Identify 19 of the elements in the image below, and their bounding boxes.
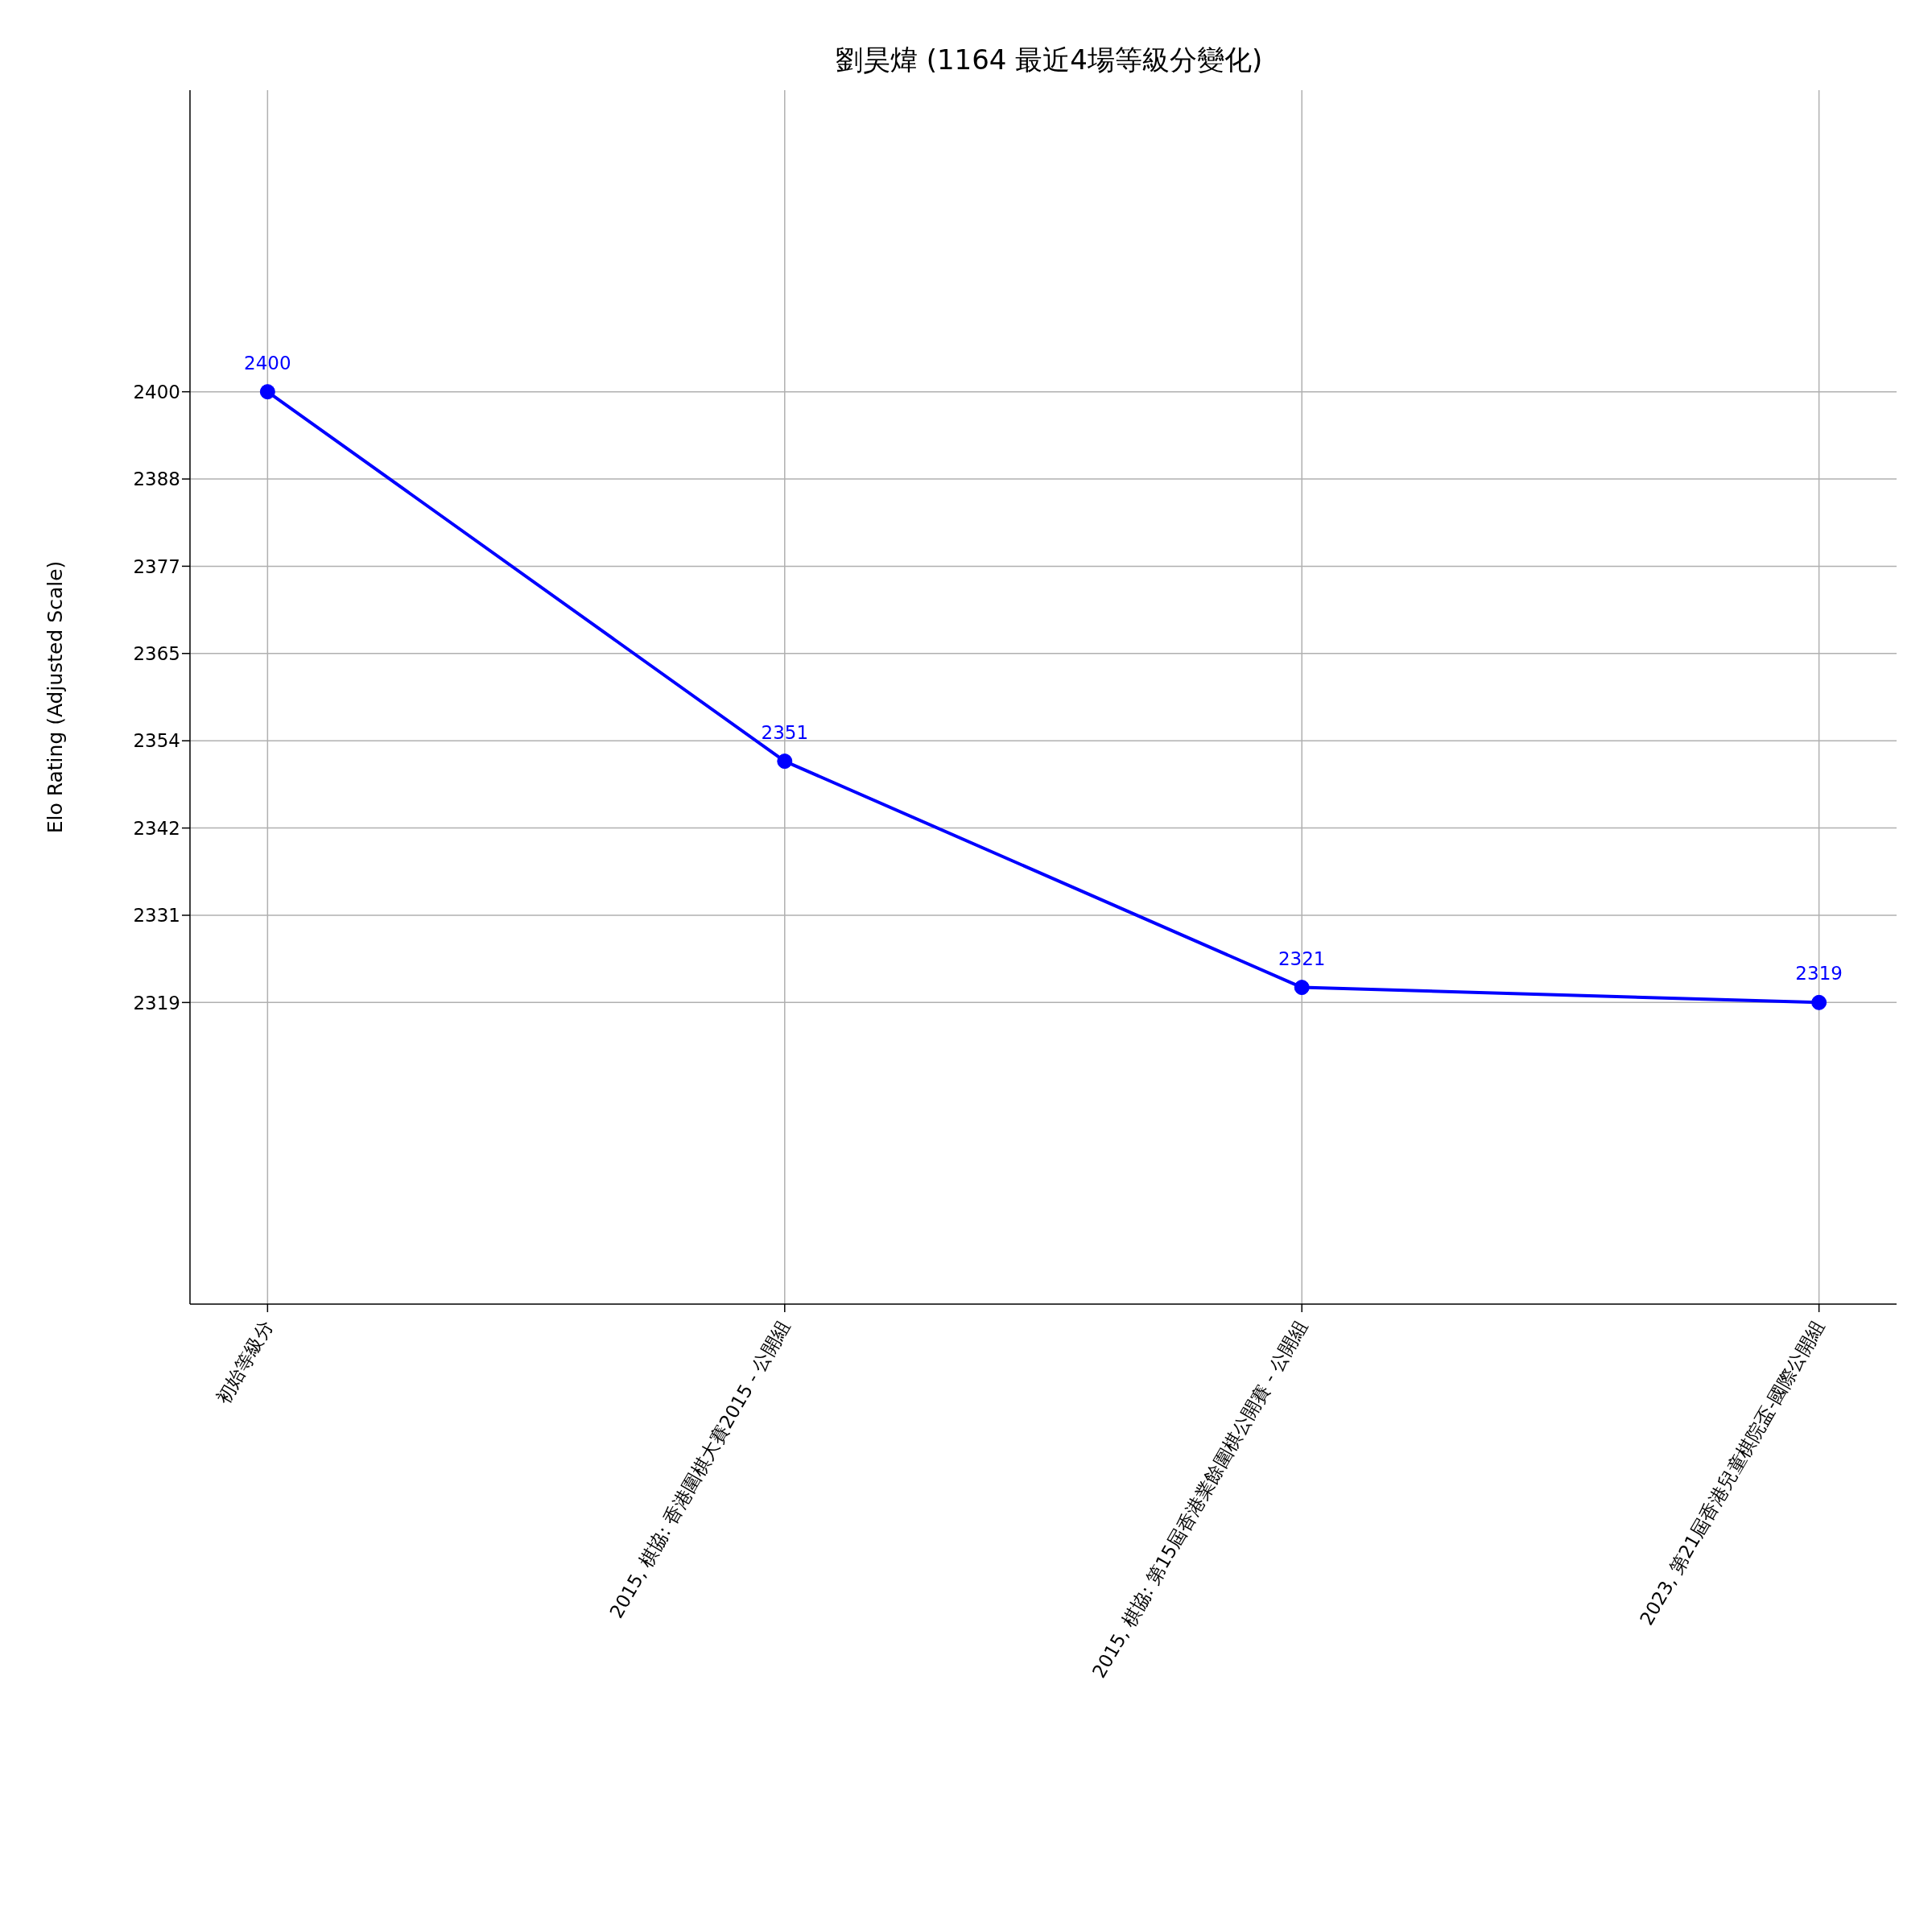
y-tick-label: 2354: [133, 730, 180, 752]
point: [777, 753, 793, 770]
data-label: 2319: [1795, 963, 1843, 985]
y-tick-label: 2388: [133, 469, 180, 490]
y-tick-label: 2319: [133, 992, 180, 1013]
point: [1294, 980, 1310, 996]
point: [1811, 994, 1827, 1010]
y-axis-title: Elo Rating (Adjusted Scale): [43, 560, 67, 834]
y-tick-label: 2365: [133, 642, 180, 664]
y-tick-label: 2331: [133, 905, 180, 927]
point: [259, 384, 275, 400]
x-tick-label: 初始等級分: [212, 1316, 277, 1408]
y-tick-label: 2377: [133, 555, 180, 577]
y-tick-label: 2342: [133, 817, 180, 839]
data-label: 2321: [1278, 947, 1326, 969]
y-tick-label: 2400: [133, 381, 180, 402]
chart-title: 劉昊煒 (1164 最近4場等級分變化): [834, 43, 1264, 77]
data-label: 2351: [761, 721, 809, 743]
data-label: 2400: [244, 352, 291, 374]
